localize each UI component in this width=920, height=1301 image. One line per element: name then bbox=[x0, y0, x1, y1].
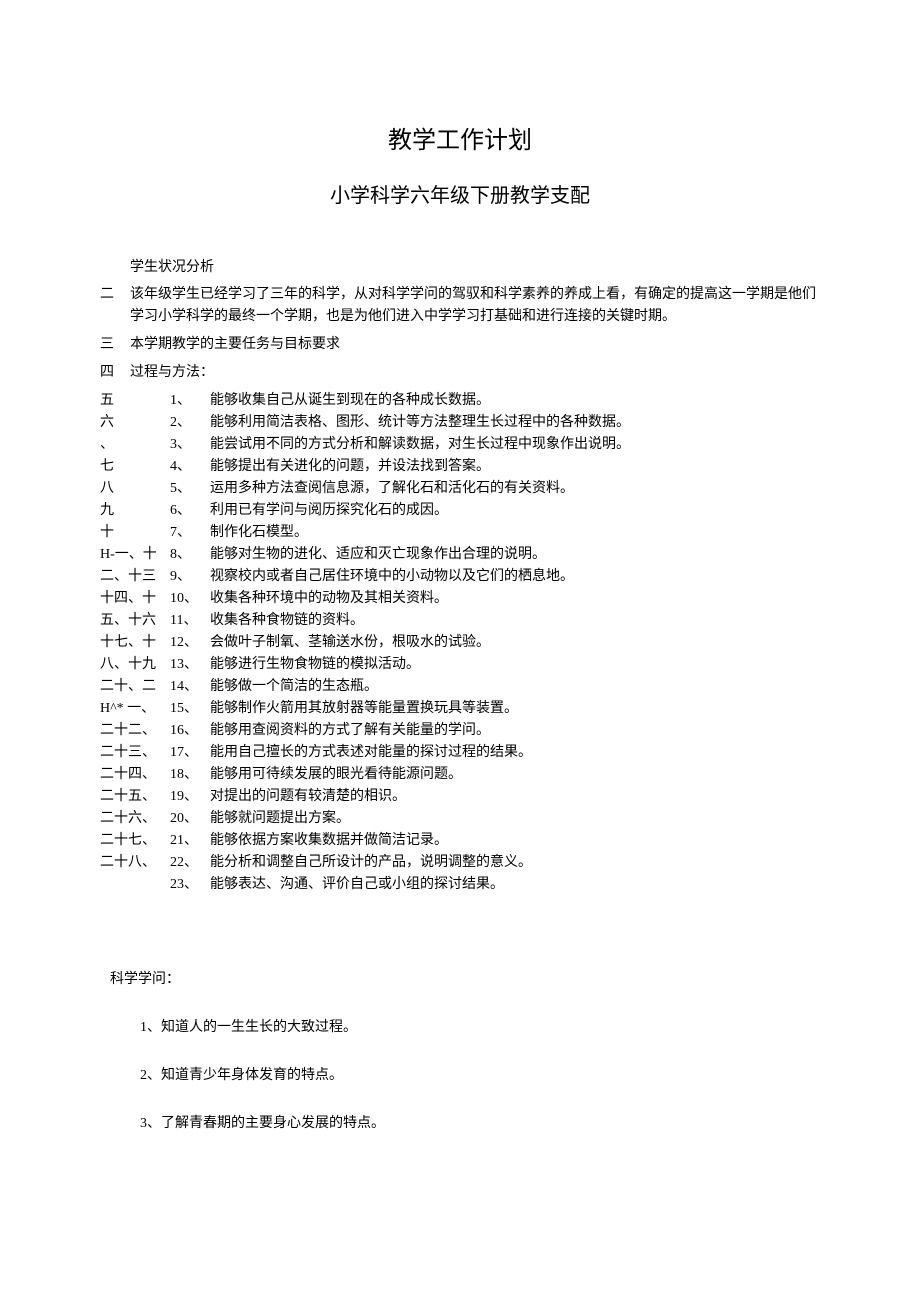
left-number: 二十八、 bbox=[100, 852, 170, 874]
left-number: 二十六、 bbox=[100, 808, 170, 830]
item-text: 能够收集自己从诞生到现在的各种成长数据。 bbox=[210, 390, 820, 412]
left-number: 五、十六 bbox=[100, 610, 170, 632]
item-text: 能分析和调整自己所设计的产品，说明调整的意义。 bbox=[210, 852, 820, 874]
item-number: 21、 bbox=[170, 830, 210, 852]
item-number: 11、 bbox=[170, 610, 210, 632]
item-number: 23、 bbox=[170, 874, 210, 896]
item-text: 能尝试用不同的方式分析和解读数据，对生长过程中现象作出说明。 bbox=[210, 434, 820, 456]
item-number: 2、 bbox=[170, 412, 210, 434]
item-text: 能够就问题提出方案。 bbox=[210, 808, 820, 830]
item-text: 收集各种食物链的资料。 bbox=[210, 610, 820, 632]
left-number: 二十、二 bbox=[100, 676, 170, 698]
item-text: 能够制作火箭用其放射器等能量置换玩具等装置。 bbox=[210, 698, 820, 720]
item-number: 8、 bbox=[170, 544, 210, 566]
knowledge-heading: 科学学问： bbox=[110, 968, 820, 988]
item-number: 12、 bbox=[170, 632, 210, 654]
item-number: 10、 bbox=[170, 588, 210, 610]
item-text: 会做叶子制氧、茎输送水份，根吸水的试验。 bbox=[210, 632, 820, 654]
left-number: 二十七、 bbox=[100, 830, 170, 852]
item-text: 能够提出有关进化的问题，并设法找到答案。 bbox=[210, 456, 820, 478]
left-number: H-一、十 bbox=[100, 544, 170, 566]
item-text: 能够用可待续发展的眼光看待能源问题。 bbox=[210, 764, 820, 786]
knowledge-item: 2、知道青少年身体发育的特点。 bbox=[140, 1064, 820, 1084]
left-number: 十 bbox=[100, 522, 170, 544]
document-page: 教学工作计划 小学科学六年级下册教学支配 学生状况分析 二 该年级学生已经学习了… bbox=[0, 0, 920, 1220]
item-number: 7、 bbox=[170, 522, 210, 544]
method-marker: 四 bbox=[100, 362, 130, 384]
item-number: 5、 bbox=[170, 478, 210, 500]
left-number: 八 bbox=[100, 478, 170, 500]
analysis-heading: 学生状况分析 bbox=[130, 256, 820, 276]
left-number: 十七、十 bbox=[100, 632, 170, 654]
intro-text: 该年级学生已经学习了三年的科学，从对科学学问的驾驭和科学素养的养成上看，有确定的… bbox=[130, 284, 820, 328]
page-subtitle: 小学科学六年级下册教学支配 bbox=[100, 179, 820, 208]
item-text: 视察校内或者自己居住环境中的小动物以及它们的栖息地。 bbox=[210, 566, 820, 588]
item-number: 15、 bbox=[170, 698, 210, 720]
left-number: 六 bbox=[100, 412, 170, 434]
left-number: 二十五、 bbox=[100, 786, 170, 808]
item-number: 14、 bbox=[170, 676, 210, 698]
item-number: 13、 bbox=[170, 654, 210, 676]
item-text: 能够依据方案收集数据并做简洁记录。 bbox=[210, 830, 820, 852]
method-text: 过程与方法： bbox=[130, 362, 820, 384]
item-text: 能够进行生物食物链的模拟活动。 bbox=[210, 654, 820, 676]
knowledge-item: 1、知道人的一生生长的大致过程。 bbox=[140, 1016, 820, 1036]
left-number: H^* 一、 bbox=[100, 698, 170, 720]
item-number: 20、 bbox=[170, 808, 210, 830]
item-text-column: 能够收集自己从诞生到现在的各种成长数据。能够利用简洁表格、图形、统计等方法整理生… bbox=[210, 390, 820, 896]
left-number: 二、十三 bbox=[100, 566, 170, 588]
item-text: 运用多种方法查阅信息源，了解化石和活化石的有关资料。 bbox=[210, 478, 820, 500]
left-number: 、 bbox=[100, 434, 170, 456]
item-number: 17、 bbox=[170, 742, 210, 764]
left-number: 二十四、 bbox=[100, 764, 170, 786]
left-number: 八、十九 bbox=[100, 654, 170, 676]
left-number: 二十三、 bbox=[100, 742, 170, 764]
item-text: 能够利用简洁表格、图形、统计等方法整理生长过程中的各种数据。 bbox=[210, 412, 820, 434]
item-number: 22、 bbox=[170, 852, 210, 874]
left-number: 十四、十 bbox=[100, 588, 170, 610]
item-number: 6、 bbox=[170, 500, 210, 522]
item-text: 能够用查阅资料的方式了解有关能量的学问。 bbox=[210, 720, 820, 742]
left-number: 九 bbox=[100, 500, 170, 522]
item-number: 3、 bbox=[170, 434, 210, 456]
item-number: 18、 bbox=[170, 764, 210, 786]
tasks-marker: 三 bbox=[100, 334, 130, 356]
knowledge-item: 3、了解青春期的主要身心发展的特点。 bbox=[140, 1112, 820, 1132]
item-number: 16、 bbox=[170, 720, 210, 742]
item-text: 制作化石模型。 bbox=[210, 522, 820, 544]
tasks-row: 三 本学期教学的主要任务与目标要求 bbox=[100, 334, 820, 356]
item-text: 能够对生物的进化、适应和灭亡现象作出合理的说明。 bbox=[210, 544, 820, 566]
left-number-column: 五六、七八九十H-一、十二、十三十四、十五、十六十七、十八、十九二十、二H^* … bbox=[100, 390, 170, 874]
item-number: 19、 bbox=[170, 786, 210, 808]
item-number: 9、 bbox=[170, 566, 210, 588]
item-text: 收集各种环境中的动物及其相关资料。 bbox=[210, 588, 820, 610]
method-row: 四 过程与方法： bbox=[100, 362, 820, 384]
left-number: 七 bbox=[100, 456, 170, 478]
item-number: 1、 bbox=[170, 390, 210, 412]
item-number: 4、 bbox=[170, 456, 210, 478]
item-text: 对提出的问题有较清楚的相识。 bbox=[210, 786, 820, 808]
left-number: 五 bbox=[100, 390, 170, 412]
page-title: 教学工作计划 bbox=[100, 120, 820, 155]
knowledge-section: 科学学问： 1、知道人的一生生长的大致过程。 2、知道青少年身体发育的特点。 3、了… bbox=[110, 968, 820, 1132]
item-text: 利用已有学问与阅历探究化石的成因。 bbox=[210, 500, 820, 522]
item-text: 能够表达、沟通、评价自己或小组的探讨结果。 bbox=[210, 874, 820, 896]
intro-marker: 二 bbox=[100, 284, 130, 306]
numbered-list: 五六、七八九十H-一、十二、十三十四、十五、十六十七、十八、十九二十、二H^* … bbox=[100, 390, 820, 918]
item-number bbox=[170, 896, 210, 918]
left-number: 二十二、 bbox=[100, 720, 170, 742]
item-text: 能够做一个简洁的生态瓶。 bbox=[210, 676, 820, 698]
tasks-text: 本学期教学的主要任务与目标要求 bbox=[130, 334, 820, 356]
item-text: 能用自己擅长的方式表述对能量的探讨过程的结果。 bbox=[210, 742, 820, 764]
intro-row: 二 该年级学生已经学习了三年的科学，从对科学学问的驾驭和科学素养的养成上看，有确… bbox=[100, 284, 820, 328]
mid-number-column: 1、2、3、4、 5、 6、7、8、9、10、11、12、13、14、15、16… bbox=[170, 390, 210, 918]
knowledge-items: 1、知道人的一生生长的大致过程。 2、知道青少年身体发育的特点。 3、了解青春期的主… bbox=[110, 1016, 820, 1132]
